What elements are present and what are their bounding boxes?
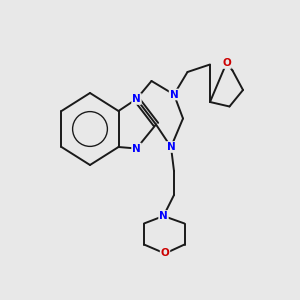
Text: N: N — [167, 142, 176, 152]
Text: N: N — [132, 143, 141, 154]
Text: N: N — [132, 94, 141, 104]
Text: O: O — [222, 58, 231, 68]
Text: O: O — [160, 248, 169, 259]
Text: N: N — [159, 211, 168, 221]
Text: N: N — [169, 89, 178, 100]
